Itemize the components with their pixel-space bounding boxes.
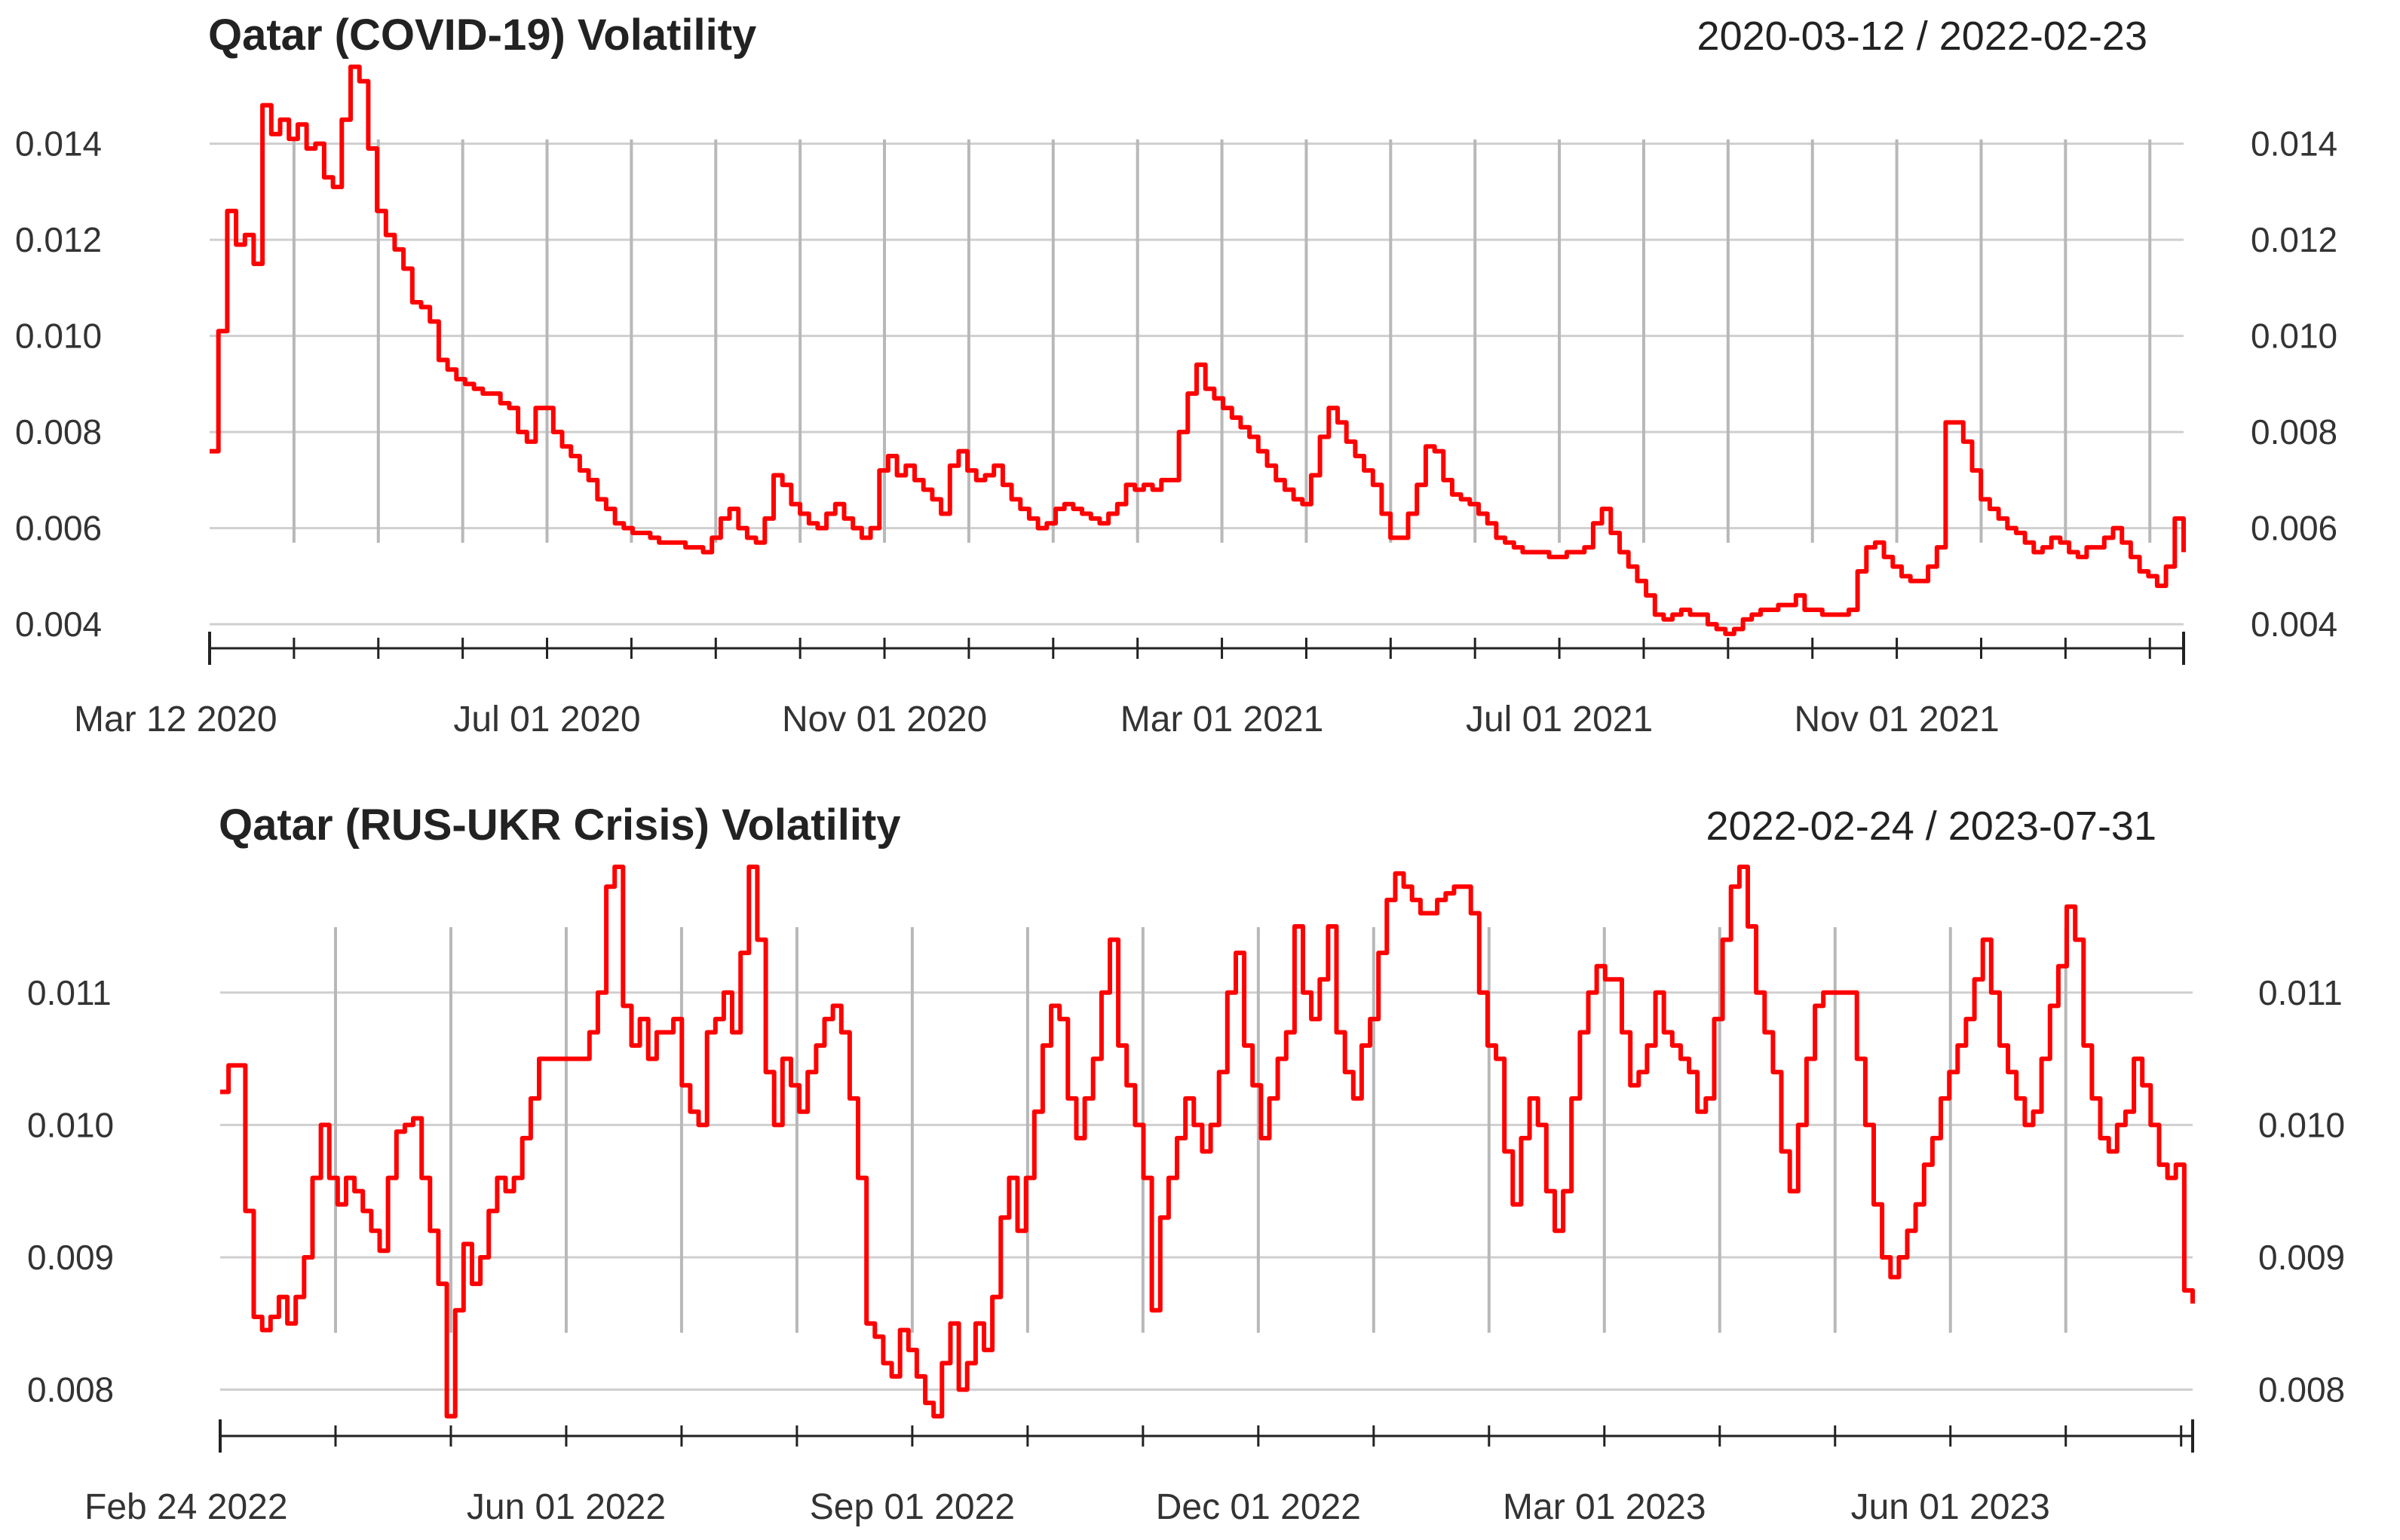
series-volatility	[220, 865, 2195, 1419]
x-tick-label: Feb 24 2022	[84, 1487, 288, 1527]
x-tick-label: Nov 01 2020	[782, 700, 987, 739]
y-tick-label-left: 0.008	[15, 412, 102, 452]
y-tick-label-right: 0.010	[2251, 317, 2337, 356]
y-tick-label-left: 0.006	[15, 509, 102, 548]
y-axis-left: 0.008 0.009 0.010 0.011	[27, 973, 114, 1410]
y-tick-label-right: 0.008	[2251, 412, 2337, 452]
x-tick-label: Jul 01 2021	[1466, 700, 1653, 739]
y-tick-label-right: 0.012	[2251, 220, 2337, 259]
y-tick-label-right: 0.006	[2251, 509, 2337, 548]
x-tick-label: Dec 01 2022	[1156, 1487, 1361, 1527]
x-tick-label: Nov 01 2021	[1795, 700, 2000, 739]
x-axis: Feb 24 2022 Jun 01 2022 Sep 01 2022 Dec 01 …	[84, 1419, 2194, 1527]
x-tick-label: Jun 01 2023	[1851, 1487, 2050, 1527]
y-tick-label-right: 0.011	[2258, 973, 2343, 1012]
y-tick-label-right: 0.014	[2251, 124, 2337, 164]
y-axis-right: 0.008 0.009 0.010 0.011	[2258, 973, 2345, 1410]
horizontal-gridlines	[220, 991, 2193, 1392]
series-volatility	[210, 64, 2186, 636]
series-line	[220, 865, 2195, 1419]
x-tick-label: Jun 01 2022	[467, 1487, 666, 1527]
x-tick-label: Jul 01 2020	[453, 700, 640, 739]
y-tick-label-right: 0.004	[2251, 605, 2337, 644]
y-axis-left: 0.004 0.006 0.008 0.010 0.012 0.014	[15, 124, 102, 644]
y-tick-label-left: 0.008	[27, 1370, 114, 1410]
y-tick-label-left: 0.010	[15, 317, 102, 356]
y-tick-label-left: 0.009	[27, 1238, 114, 1277]
vertical-gridlines	[292, 139, 2152, 543]
x-tick-label: Sep 01 2022	[810, 1487, 1015, 1527]
rus-ukr-volatility-chart: Qatar (RUS-UKR Crisis) Volatility 2022-0…	[27, 801, 2345, 1527]
covid-volatility-chart: Qatar (COVID-19) Volatility 2020-03-12 /…	[15, 11, 2337, 739]
chart-title: Qatar (RUS-UKR Crisis) Volatility	[219, 801, 901, 850]
date-range: 2020-03-12 / 2022-02-23	[1697, 14, 2147, 59]
y-tick-label-right: 0.010	[2258, 1105, 2345, 1144]
x-tick-label: Mar 12 2020	[74, 700, 277, 739]
y-tick-label-left: 0.010	[27, 1105, 114, 1144]
y-axis-right: 0.004 0.006 0.008 0.010 0.012 0.014	[2251, 124, 2337, 644]
x-tick-label: Mar 01 2021	[1120, 700, 1324, 739]
y-tick-label-left: 0.004	[15, 605, 102, 644]
date-range: 2022-02-24 / 2023-07-31	[1706, 804, 2156, 849]
x-tick-label: Mar 01 2023	[1503, 1487, 1706, 1527]
y-tick-label-right: 0.009	[2258, 1238, 2345, 1277]
y-tick-label-left: 0.014	[15, 124, 102, 164]
y-tick-label-left: 0.012	[15, 220, 102, 259]
horizontal-gridlines	[210, 142, 2184, 626]
series-line	[210, 64, 2186, 636]
y-tick-label-left: 0.011	[27, 973, 112, 1012]
chart-title: Qatar (COVID-19) Volatility	[208, 11, 756, 60]
y-tick-label-right: 0.008	[2258, 1370, 2345, 1410]
x-axis: Mar 12 2020 Jul 01 2020 Nov 01 2020 Mar 01 …	[74, 632, 2185, 739]
